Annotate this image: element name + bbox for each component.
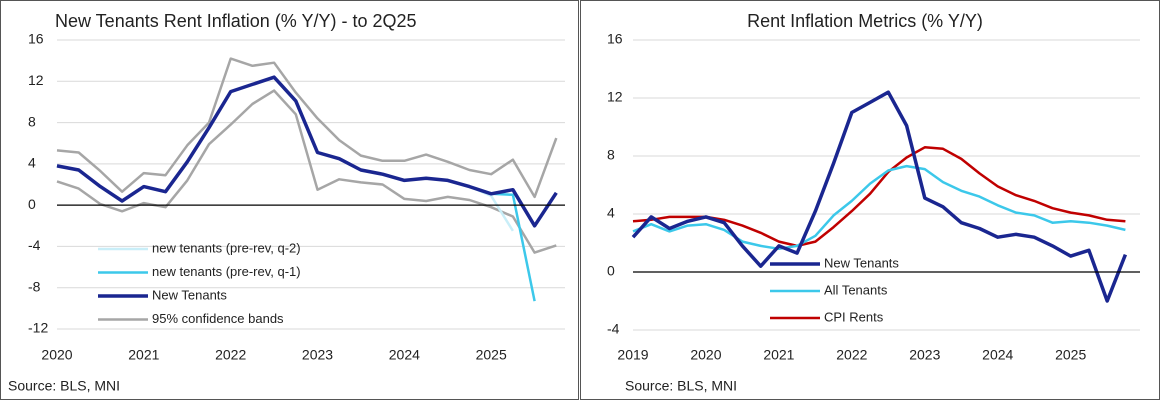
x-tick-label: 2024 bbox=[389, 347, 420, 363]
source-note: Source: BLS, MNI bbox=[8, 378, 120, 394]
x-tick-label: 2023 bbox=[909, 347, 940, 363]
x-tick-label: 2024 bbox=[982, 347, 1013, 363]
series-line bbox=[56, 75, 558, 228]
x-tick-label: 2021 bbox=[763, 347, 794, 363]
legend-label: new tenants (pre-rev, q-2) bbox=[152, 240, 301, 255]
y-tick-label: -8 bbox=[28, 278, 41, 294]
x-tick-label: 2025 bbox=[476, 347, 507, 363]
x-tick-label: 2020 bbox=[41, 347, 72, 363]
panel-border bbox=[0, 0, 579, 400]
chart-title: New Tenants Rent Inflation (% Y/Y) - to … bbox=[55, 11, 417, 31]
series-line bbox=[56, 57, 558, 199]
y-tick-label: 0 bbox=[607, 263, 615, 279]
chart-title: Rent Inflation Metrics (% Y/Y) bbox=[747, 11, 983, 31]
x-tick-label: 2023 bbox=[302, 347, 333, 363]
series-line bbox=[631, 90, 1128, 303]
x-tick-label: 2021 bbox=[128, 347, 159, 363]
x-tick-label: 2019 bbox=[617, 347, 648, 363]
y-tick-label: 0 bbox=[28, 196, 36, 212]
y-tick-label: 16 bbox=[28, 31, 44, 47]
y-tick-label: 4 bbox=[28, 155, 36, 171]
x-tick-label: 2025 bbox=[1055, 347, 1086, 363]
y-tick-label: 12 bbox=[28, 72, 44, 88]
series-line bbox=[632, 146, 1126, 248]
y-tick-label: 12 bbox=[607, 89, 623, 105]
y-tick-label: 16 bbox=[607, 31, 623, 47]
y-tick-label: 8 bbox=[28, 113, 36, 129]
legend-label: All Tenants bbox=[824, 282, 888, 297]
legend-label: 95% confidence bands bbox=[152, 311, 284, 326]
series-line-lower bbox=[56, 89, 557, 254]
x-tick-label: 2022 bbox=[836, 347, 867, 363]
y-tick-label: -4 bbox=[28, 237, 41, 253]
y-tick-label: 8 bbox=[607, 147, 615, 163]
series-line bbox=[56, 75, 514, 232]
y-tick-label: 4 bbox=[607, 205, 615, 221]
panel-border bbox=[580, 0, 1160, 400]
x-tick-label: 2022 bbox=[215, 347, 246, 363]
y-tick-label: -4 bbox=[607, 321, 620, 337]
legend-label: new tenants (pre-rev, q-1) bbox=[152, 264, 301, 279]
series-line bbox=[632, 164, 1126, 251]
x-tick-label: 2020 bbox=[690, 347, 721, 363]
legend-label: New Tenants bbox=[152, 287, 227, 302]
y-tick-label: -12 bbox=[28, 320, 48, 336]
legend-label: CPI Rents bbox=[824, 309, 884, 324]
source-note: Source: BLS, MNI bbox=[625, 378, 737, 394]
legend-label: New Tenants bbox=[824, 255, 899, 270]
